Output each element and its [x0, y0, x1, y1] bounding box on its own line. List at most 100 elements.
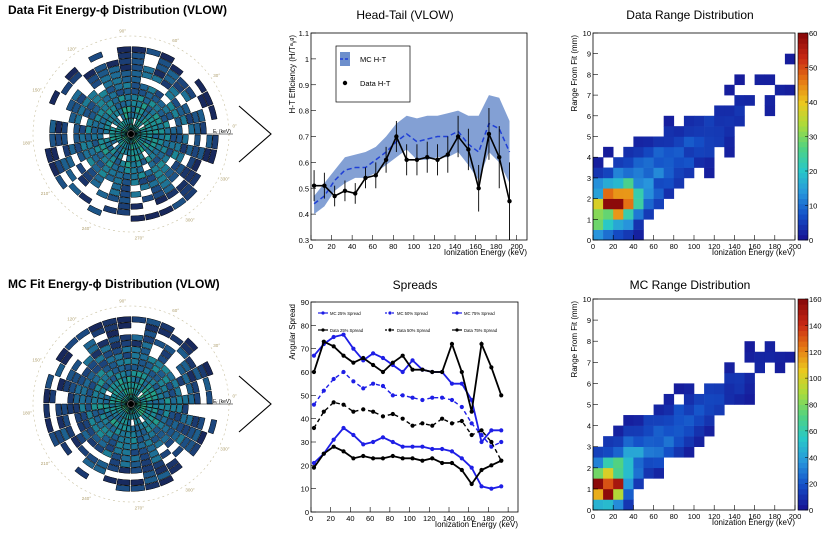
colorbar-segment [798, 478, 808, 485]
polar-bin [130, 431, 137, 438]
polar-bin [160, 79, 173, 90]
headtail-ytick-label: 0.4 [299, 210, 309, 219]
spreads-ytick-label: 60 [301, 368, 309, 377]
heatmap-bin [613, 467, 624, 479]
colorbar-segment [798, 357, 808, 363]
heatmap-bin [663, 115, 675, 127]
spread-point [400, 353, 405, 358]
heatmap-bin [613, 157, 624, 168]
heatmap-bin [643, 136, 654, 148]
heatmap-bin [704, 115, 715, 127]
spread-point [400, 444, 405, 449]
polar-bin [124, 94, 132, 101]
data-ht-point [466, 147, 471, 152]
polar-bin [109, 406, 117, 412]
spread-point [371, 362, 376, 368]
polar-bin [158, 404, 165, 411]
spread-legend-label: MC 75% Spread [464, 311, 495, 316]
colorbar-segment [798, 330, 808, 337]
polar-bin [112, 119, 120, 127]
polar-bin [156, 138, 165, 146]
colorbar-tick-label: 60 [809, 427, 817, 436]
heatmap-bin [784, 53, 796, 65]
spreads-ytick-label: 20 [301, 461, 309, 470]
colorbar-segment [798, 33, 808, 39]
heatmap-bin [724, 393, 735, 405]
polar-bin [130, 202, 144, 210]
polar-bin [49, 119, 57, 134]
polar-bin [130, 155, 136, 162]
polar-bin [144, 393, 152, 399]
colorbar-segment [798, 131, 808, 137]
polar-bin [141, 420, 149, 429]
polar-bin [131, 94, 139, 101]
polar-bin [80, 386, 89, 396]
spread-point [469, 409, 474, 414]
hm1-xtick-label: 20 [609, 242, 617, 251]
polar-bin [131, 52, 146, 60]
spread-point [479, 439, 484, 445]
heatmap-bin [754, 362, 765, 374]
polar-bin [55, 120, 63, 134]
polar-bin [180, 89, 192, 103]
polar-bin [91, 139, 100, 148]
polar-bin [123, 112, 129, 120]
hm1-xtick-label: 120 [708, 242, 721, 251]
spread-point [311, 402, 317, 407]
headtail-ylabel: H-T Efficiency (H/Tᵃᵧᵍ) [288, 35, 297, 114]
polar-bin [115, 171, 124, 179]
polar-bin [91, 104, 101, 114]
polar-bin [118, 196, 131, 204]
spreads-xtick-label: 120 [423, 514, 436, 523]
polar-bin [181, 134, 189, 145]
polar-bin [111, 452, 122, 461]
polar-bin [186, 426, 197, 440]
polar-bin [91, 364, 102, 375]
polar-bin [68, 381, 77, 394]
hm1-ytick-label: 7 [587, 91, 591, 100]
polar-spoke [115, 107, 132, 135]
polar-bin [184, 439, 197, 453]
polar-bin [119, 100, 127, 108]
polar-bin [101, 317, 118, 327]
polar-bin [154, 143, 163, 152]
polar-bin [147, 144, 155, 152]
polar-angle-label: 0° [233, 124, 238, 129]
hm1-xtick-label: 80 [670, 242, 678, 251]
heatmap-bin [623, 446, 634, 458]
polar-bin [142, 96, 152, 105]
heatmap-bin [643, 208, 654, 220]
heatmap-bin [603, 478, 614, 490]
polar-bin [175, 433, 186, 446]
heatmap-bin [633, 229, 644, 241]
polar-bin [145, 112, 153, 121]
polar-bin [93, 443, 105, 454]
polar-bin [118, 58, 132, 66]
polar-bin [106, 463, 120, 473]
polar-bin [168, 462, 183, 475]
polar-bin [174, 116, 182, 127]
polar-spoke [125, 104, 132, 135]
polar-bin [154, 464, 169, 476]
heatmap-bin [613, 457, 624, 469]
polar-bin [99, 74, 112, 84]
polar-bin [188, 172, 202, 187]
colorbar-segment [798, 372, 808, 379]
polar-bin [156, 151, 166, 160]
spreads-xtick-label: 160 [462, 514, 475, 523]
polar-bin [139, 83, 149, 92]
heatmap-bin [613, 478, 624, 490]
spread-point [459, 418, 464, 424]
polar-bin [196, 416, 206, 431]
heatmap-bin [673, 436, 685, 447]
polar-bin [173, 412, 182, 422]
polar-bin [164, 437, 175, 449]
polar-bin [185, 144, 194, 157]
colorbar-segment [798, 79, 808, 86]
hm1-ytick-label: 10 [583, 29, 591, 38]
polar-bin [133, 418, 139, 426]
headtail-xtick-label: 0 [309, 242, 313, 251]
polar-bin [110, 139, 118, 145]
polar-bin [112, 411, 119, 418]
hm1-xtick-label: 160 [748, 242, 761, 251]
